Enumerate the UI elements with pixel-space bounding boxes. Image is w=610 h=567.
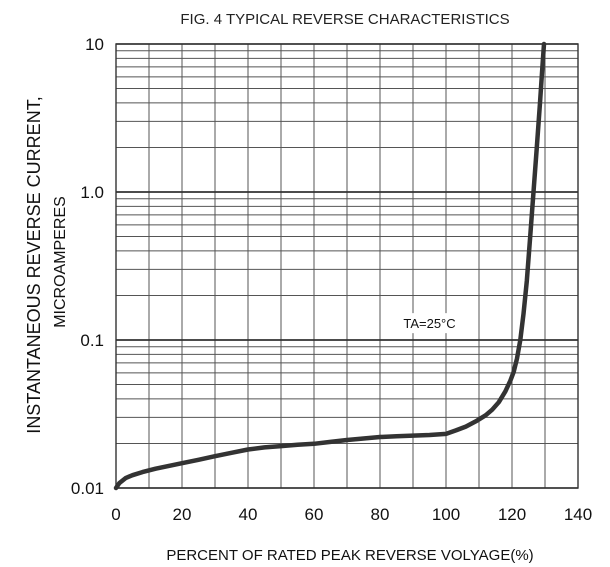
x-tick-label: 40 [239, 505, 258, 524]
grid [115, 43, 579, 489]
chart-title: FIG. 4 TYPICAL REVERSE CHARACTERISTICS [180, 11, 509, 28]
x-tick-label: 120 [498, 505, 526, 524]
x-tick-label: 80 [371, 505, 390, 524]
y-tick-label: 0.01 [71, 479, 104, 498]
x-tick-label: 20 [173, 505, 192, 524]
plot-border [115, 43, 579, 489]
annotation-ta: TA=25°C [403, 316, 455, 331]
x-axis-label: PERCENT OF RATED PEAK REVERSE VOLYAGE(%) [166, 547, 533, 564]
y-tick-label: 0.1 [80, 331, 104, 350]
series-layer [113, 41, 547, 491]
x-tick-label: 140 [564, 505, 592, 524]
series-line [113, 41, 547, 491]
x-tick-labels: 0 20 40 60 80 100 120 140 [111, 505, 592, 524]
y-axis-label-unit: MICROAMPERES [52, 196, 69, 328]
y-tick-labels: 0.01 0.1 1.0 10 [71, 35, 104, 498]
x-tick-label: 100 [432, 505, 460, 524]
x-tick-label: 0 [111, 505, 120, 524]
y-axis-label-main: INSTANTANEOUS REVERSE CURRENT, [24, 96, 44, 433]
y-tick-label: 10 [85, 35, 104, 54]
annotation-background [391, 313, 468, 334]
x-tick-label: 60 [305, 505, 324, 524]
y-tick-label: 1.0 [80, 183, 104, 202]
